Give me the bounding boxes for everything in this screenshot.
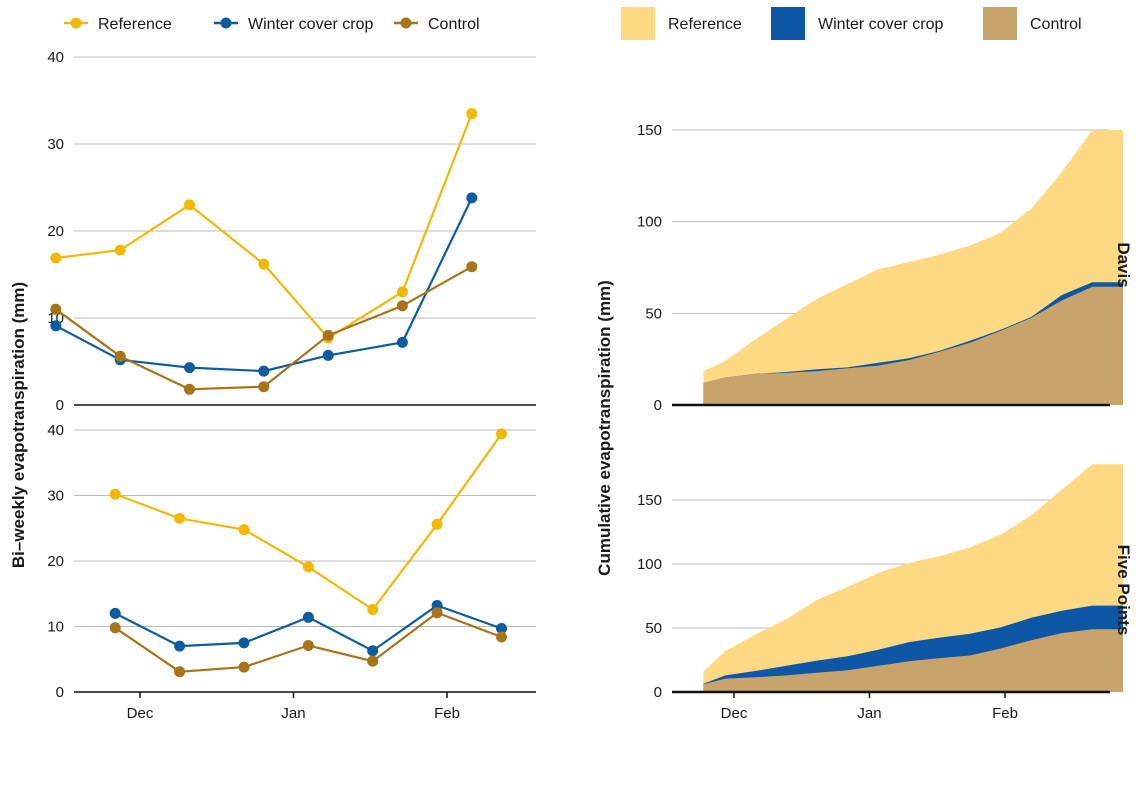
series-line-reference [114,433,503,611]
data-point-reference [50,252,62,264]
area-control [703,286,1123,405]
data-point-control [302,640,314,651]
legend-marker-swatch [70,17,82,29]
y-tick-label: 0 [56,397,64,414]
y-tick-label: 20 [47,553,64,570]
data-point-control [258,381,270,393]
data-point-reference [174,512,186,524]
data-point-control [396,300,408,312]
data-point-reference [238,524,250,536]
data-point-control [184,383,195,395]
data-point-control [50,303,62,315]
panel-right-bottom: 0 50 100 150 Five Points Dec Jan Feb [637,464,1133,722]
data-point-control [238,661,250,673]
data-point-control [109,622,121,634]
y-tick-label: 0 [56,684,64,701]
data-point-winter-cover-crop [109,607,121,619]
right-legend: Reference Winter cover crop Control [621,7,1082,40]
legend-item-control: Control [394,16,480,33]
right-y-axis-title: Cumulative evapotranspiration (mm) [595,280,614,576]
data-point-reference [114,244,126,256]
x-tick-label: Feb [434,705,460,722]
facet-label: Davis [1114,242,1133,287]
y-tick-label: 30 [47,136,64,153]
legend-item-winter-cover-crop: Winter cover crop [214,16,373,33]
legend-area-swatch [771,7,805,40]
data-point-winter-cover-crop [238,637,250,649]
y-tick-label: 150 [637,122,662,139]
x-tick-label: Feb [992,705,1018,722]
left-y-axis-title: Bi–weekly evapotranspiration (mm) [9,282,28,568]
data-point-winter-cover-crop [396,336,408,348]
data-point-control [174,666,186,678]
area-control [703,629,1123,692]
data-point-reference [367,604,379,615]
facet-label: Five Points [1114,545,1133,636]
legend-label: Control [428,16,480,33]
legend-area-swatch [621,7,655,40]
data-point-winter-cover-crop [466,192,478,204]
y-tick-label: 50 [645,620,662,637]
data-point-control [114,350,126,362]
legend-marker-swatch [400,17,412,29]
legend-item-winter-cover-crop: Winter cover crop [771,7,943,40]
y-tick-label: 0 [654,684,662,701]
data-point-control [496,631,507,643]
x-tick-label: Jan [857,705,881,722]
series-line-winter-cover-crop [55,197,473,373]
data-point-control [431,607,443,619]
legend-label: Winter cover crop [818,16,943,33]
data-point-winter-cover-crop [258,365,270,377]
x-tick-label: Dec [127,705,154,722]
y-tick-label: 40 [47,422,64,439]
y-tick-label: 30 [47,488,64,505]
legend-item-reference: Reference [64,16,172,33]
legend-item-control: Control [983,7,1082,40]
panel-right-top: 0 50 100 150 Davis [637,122,1133,414]
data-point-control [466,261,478,273]
legend-area-swatch [983,7,1017,40]
data-point-winter-cover-crop [184,362,195,374]
data-point-winter-cover-crop [496,623,507,634]
data-point-reference [109,488,121,500]
left-legend: Reference Winter cover crop Control [64,16,480,33]
data-point-control [322,329,334,341]
data-point-winter-cover-crop [174,640,186,652]
data-point-reference [258,258,270,270]
x-tick-label: Jan [281,705,305,722]
data-point-reference [466,108,478,120]
y-tick-label: 20 [47,223,64,240]
data-point-reference [496,428,507,440]
legend-label: Control [1030,16,1082,33]
data-point-winter-cover-crop [322,349,334,361]
legend-item-reference: Reference [621,7,742,40]
y-tick-label: 0 [654,397,662,414]
legend-label: Winter cover crop [248,16,373,33]
y-tick-label: 150 [637,492,662,509]
y-tick-label: 50 [645,305,662,322]
data-point-reference [396,286,408,298]
y-tick-label: 100 [637,214,662,231]
data-point-reference [184,199,195,211]
data-point-control [367,655,379,667]
data-point-winter-cover-crop [367,645,379,657]
data-point-winter-cover-crop [50,320,62,332]
y-tick-label: 40 [47,49,64,66]
panel-left-bottom: 0 10 20 30 40 Dec Jan Feb [47,422,536,722]
data-point-reference [302,561,314,573]
series-line-reference [55,113,473,340]
data-point-reference [431,518,443,530]
legend-marker-swatch [220,17,232,29]
data-point-winter-cover-crop [302,611,314,623]
y-tick-label: 10 [47,619,64,636]
legend-label: Reference [98,16,172,33]
legend-label: Reference [668,16,742,33]
x-tick-label: Dec [721,705,748,722]
y-tick-label: 100 [637,556,662,573]
